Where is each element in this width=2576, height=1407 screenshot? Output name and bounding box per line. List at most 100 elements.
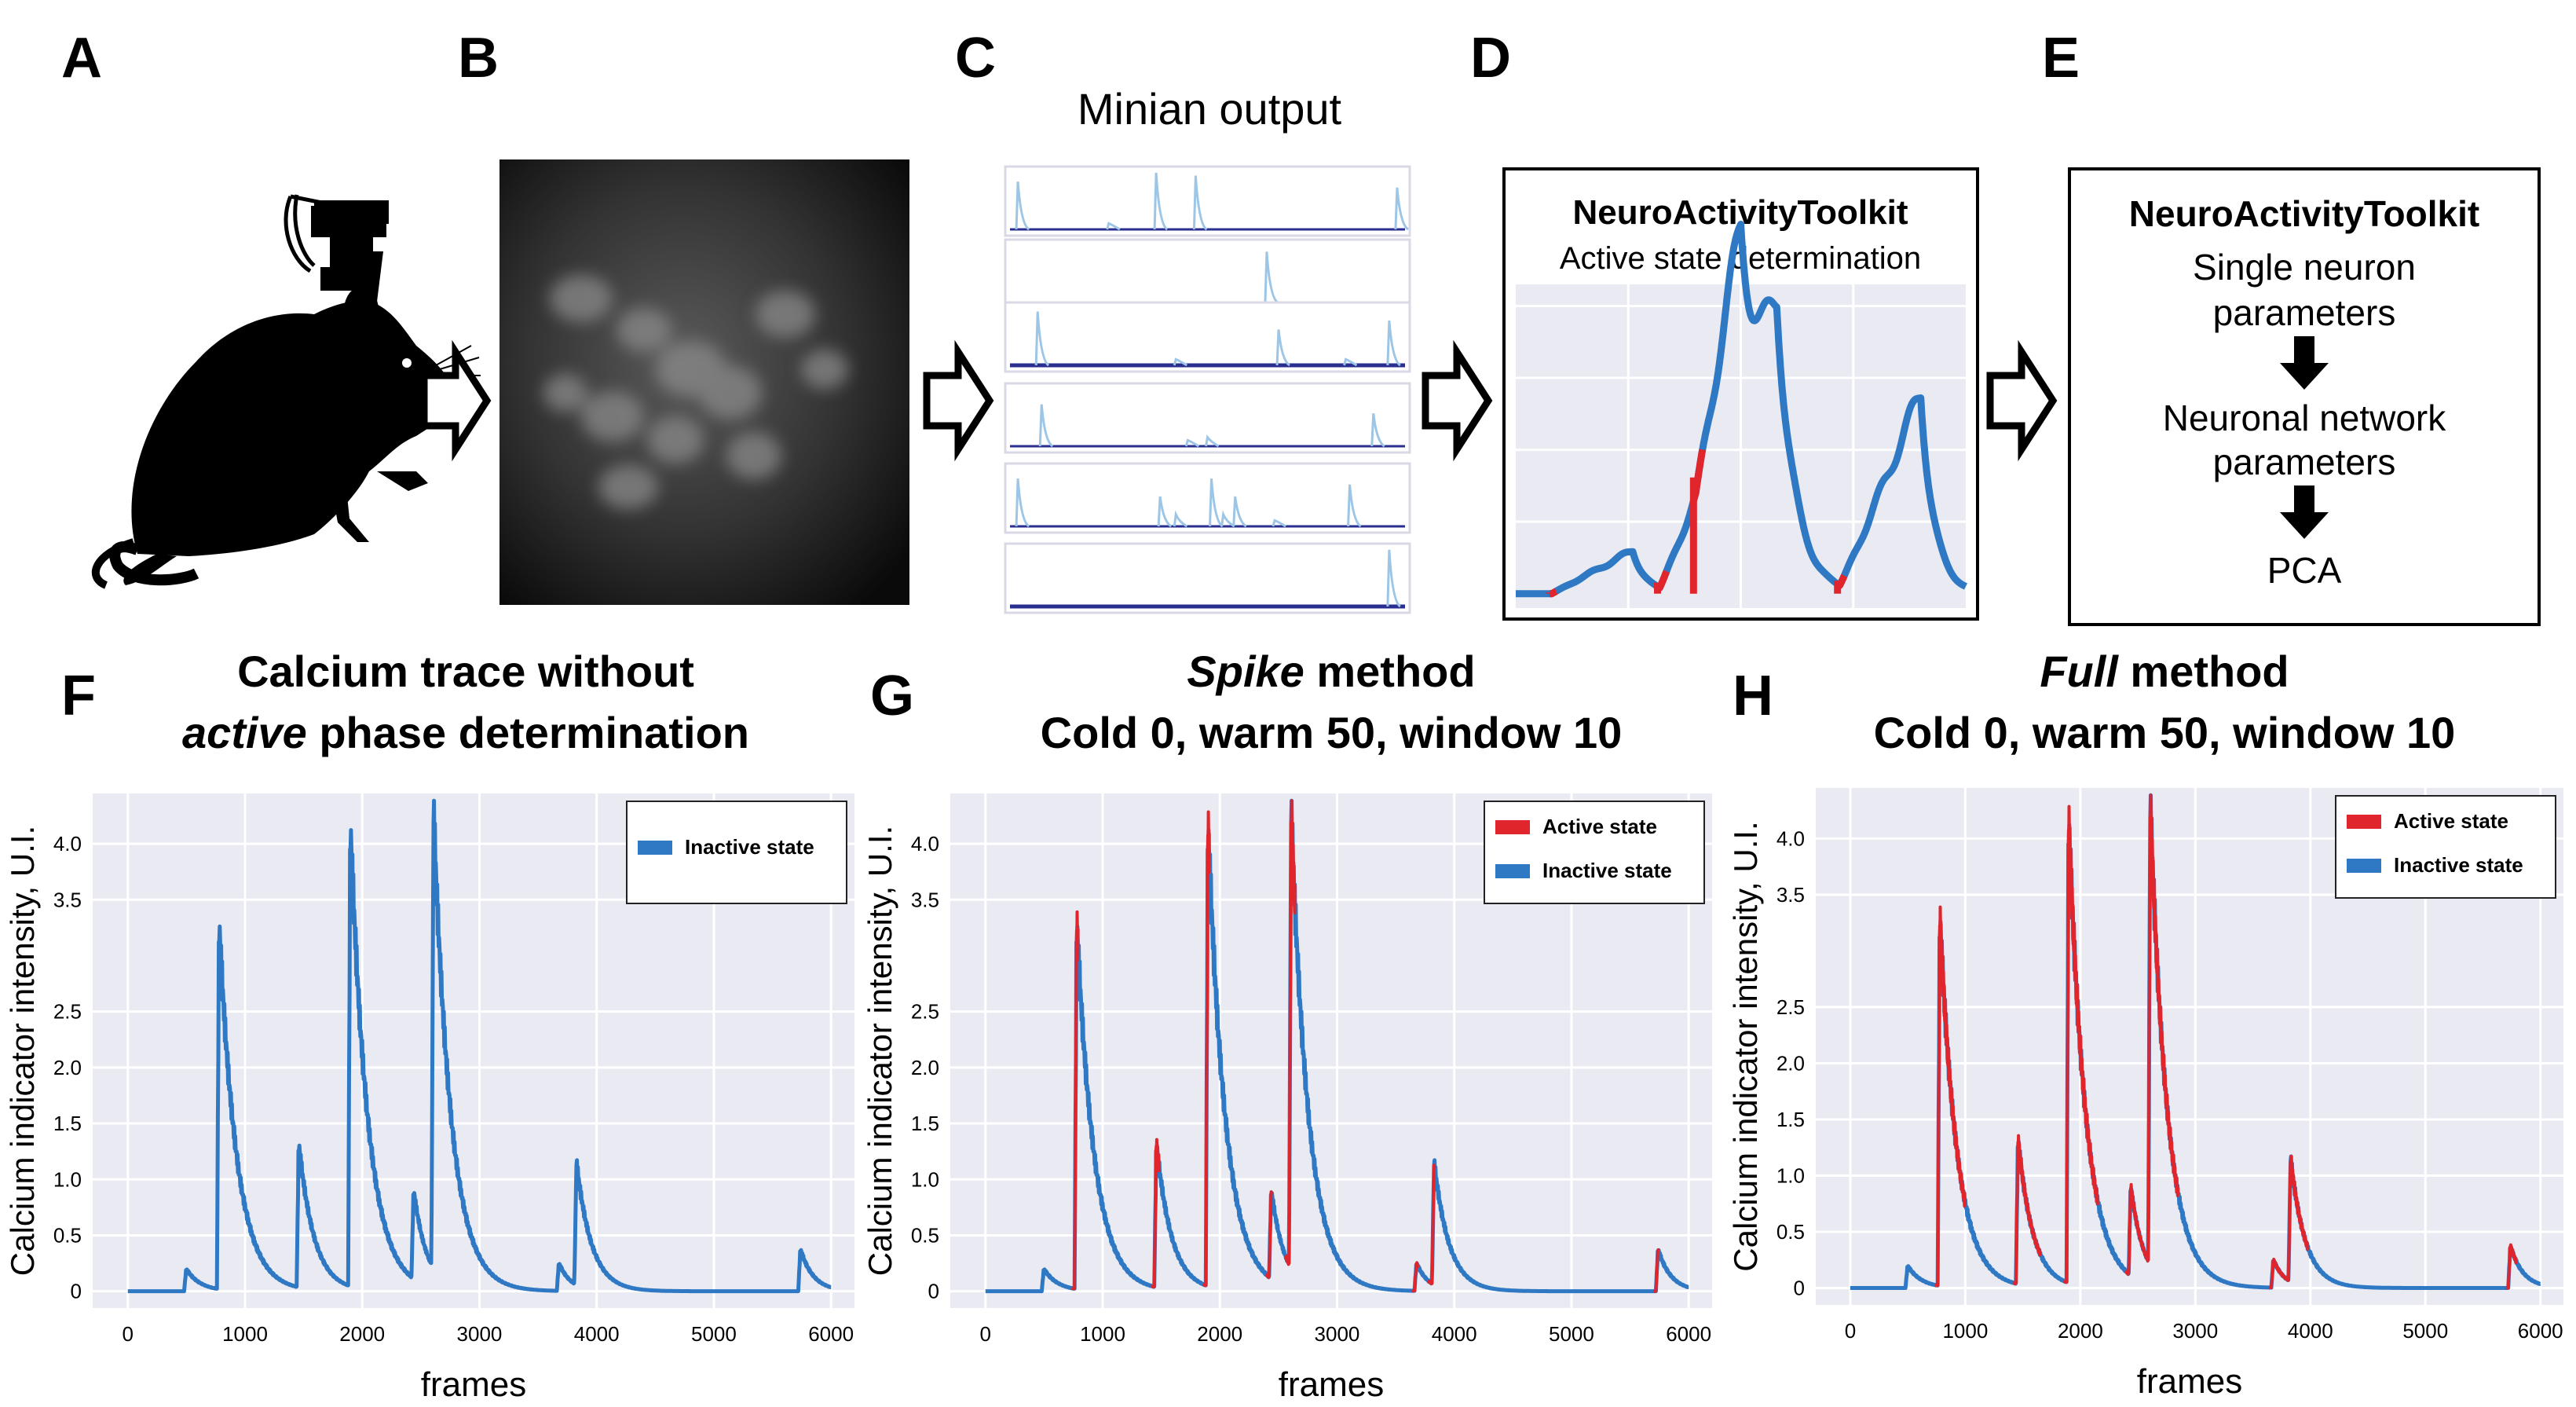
panel-e-title: NeuroActivityToolkit	[2129, 193, 2479, 234]
minian-trace-box	[1004, 542, 1411, 614]
panel-f-title-italic: active	[182, 708, 307, 757]
y-axis-label: Calcium indicator intensity, U.I.	[862, 826, 898, 1276]
y-tick-label: 0.5	[53, 1223, 82, 1247]
y-tick-label: 4.0	[911, 832, 939, 856]
y-tick-label: 0	[1794, 1277, 1805, 1300]
panel-g-title-italic: Spike	[1187, 647, 1304, 696]
arrow-d-to-e-icon	[1986, 339, 2058, 462]
x-axis-label: frames	[421, 1365, 526, 1404]
y-tick-label: 2.5	[53, 1000, 82, 1024]
y-axis-label: Calcium indicator intensity, U.I.	[1727, 821, 1764, 1271]
y-tick-label: 4.0	[1776, 826, 1805, 850]
x-tick-label: 0	[980, 1322, 991, 1346]
legend-label: Active state	[2394, 809, 2508, 833]
x-tick-label: 0	[123, 1322, 134, 1346]
x-tick-label: 6000	[808, 1322, 854, 1346]
panel-letter-c: C	[955, 27, 996, 90]
y-tick-label: 0	[71, 1280, 82, 1303]
minian-spike	[1173, 357, 1188, 367]
x-tick-label: 4000	[1432, 1322, 1477, 1346]
y-tick-label: 0.5	[911, 1223, 939, 1247]
legend-label: Active state	[1542, 815, 1657, 838]
minian-spike	[1220, 510, 1235, 528]
arrow-a-to-b-icon	[420, 339, 492, 462]
panel-letter-g: G	[870, 665, 914, 727]
panel-e-step1-line1: Single neuron	[2193, 247, 2416, 288]
active-state-segment	[1427, 1163, 1436, 1285]
panel-h-title-italic: Full	[2040, 647, 2119, 696]
minian-spike	[1157, 496, 1173, 528]
chart-d	[1513, 221, 1969, 608]
minian-spike	[1038, 404, 1054, 448]
legend-swatch-inactive	[1495, 864, 1530, 878]
panel-g-title-line1: Spike method	[1187, 647, 1475, 696]
minian-spike	[1106, 222, 1121, 231]
minian-title: Minian output	[1078, 84, 1342, 134]
minian-trace-box	[1004, 165, 1411, 237]
active-state-segment	[1934, 905, 1967, 1288]
panel-g-title-rest: method	[1304, 647, 1476, 696]
chart-h: 0 1000 2000 3000 4000 5000 6000 0 0.5 1.0 1.5 2.0 2.…	[1727, 788, 2563, 1401]
minian-spike	[1173, 510, 1188, 528]
minian-spike	[1394, 187, 1409, 231]
legend-swatch-active	[2347, 815, 2381, 829]
y-tick-label: 2.5	[911, 1000, 939, 1024]
active-state-segment	[2012, 1134, 2042, 1285]
minian-spike	[1275, 329, 1290, 367]
x-tick-label: 5000	[691, 1322, 737, 1346]
panel-h-title-line2: Cold 0, warm 50, window 10	[1874, 708, 2456, 757]
y-tick-label: 1.5	[911, 1112, 939, 1135]
minian-trace-stack	[1004, 165, 1411, 614]
inactive-state-trace	[1513, 221, 1969, 598]
chart-g: 0 1000 2000 3000 4000 5000 6000 0 0.5 1.0 1.5 2.0 2.…	[862, 793, 1712, 1404]
minian-trace-box	[1004, 238, 1411, 310]
y-tick-label: 3.5	[1776, 883, 1805, 907]
minian-spike	[1015, 478, 1030, 528]
y-tick-label: 3.5	[911, 888, 939, 911]
minian-spike	[1347, 484, 1362, 528]
minian-spike	[1272, 518, 1286, 528]
x-tick-label: 1000	[1080, 1322, 1125, 1346]
minian-spike	[1192, 175, 1208, 231]
panel-letter-e: E	[2042, 27, 2080, 90]
active-state-segment	[1151, 1138, 1161, 1289]
minian-trace-box	[1004, 301, 1411, 373]
y-tick-label: 2.0	[1776, 1051, 1805, 1075]
active-state-segment	[1284, 799, 1297, 1266]
panel-letter-a: A	[61, 27, 102, 90]
x-tick-label: 0	[1845, 1319, 1856, 1343]
legend-swatch-active	[1495, 820, 1530, 834]
x-tick-label: 4000	[2288, 1319, 2333, 1343]
minian-spike	[1343, 357, 1358, 367]
minian-spike	[1153, 172, 1169, 231]
down-arrow-icon	[2280, 336, 2329, 390]
x-tick-label: 2000	[1197, 1322, 1242, 1346]
y-axis-label: Calcium indicator intensity, U.I.	[4, 826, 41, 1276]
y-tick-label: 0.5	[1776, 1220, 1805, 1244]
panel-f-title-line2: active phase determination	[182, 708, 749, 757]
y-tick-label: 1.0	[1776, 1164, 1805, 1188]
y-tick-label: 2.0	[53, 1056, 82, 1079]
panel-letter-d: D	[1470, 27, 1511, 90]
y-tick-label: 1.5	[53, 1112, 82, 1135]
minian-spike	[1015, 181, 1030, 231]
legend-box	[1484, 801, 1705, 904]
active-state-segment	[2267, 1155, 2310, 1289]
y-tick-label: 1.0	[911, 1167, 939, 1191]
minian-spike	[1205, 434, 1220, 448]
active-state-segment	[1411, 1261, 1420, 1293]
panel-letter-f: F	[61, 665, 96, 727]
panel-f-title-line1: Calcium trace without	[237, 647, 694, 696]
x-tick-label: 5000	[2402, 1319, 2448, 1343]
x-tick-label: 6000	[1666, 1322, 1711, 1346]
legend-label: Inactive state	[1542, 859, 1672, 882]
legend-swatch-inactive	[638, 841, 672, 855]
y-tick-label: 4.0	[53, 832, 82, 856]
panel-letter-h: H	[1733, 665, 1773, 727]
legend-label: Inactive state	[685, 835, 814, 859]
chart-f: 0 1000 2000 3000 4000 5000 6000 0 0.5 1.0 1.5 2.0 2.…	[4, 793, 854, 1404]
y-tick-label: 0	[928, 1280, 939, 1303]
panel-g-title-line2: Cold 0, warm 50, window 10	[1041, 708, 1623, 757]
minian-spike	[1386, 320, 1401, 367]
